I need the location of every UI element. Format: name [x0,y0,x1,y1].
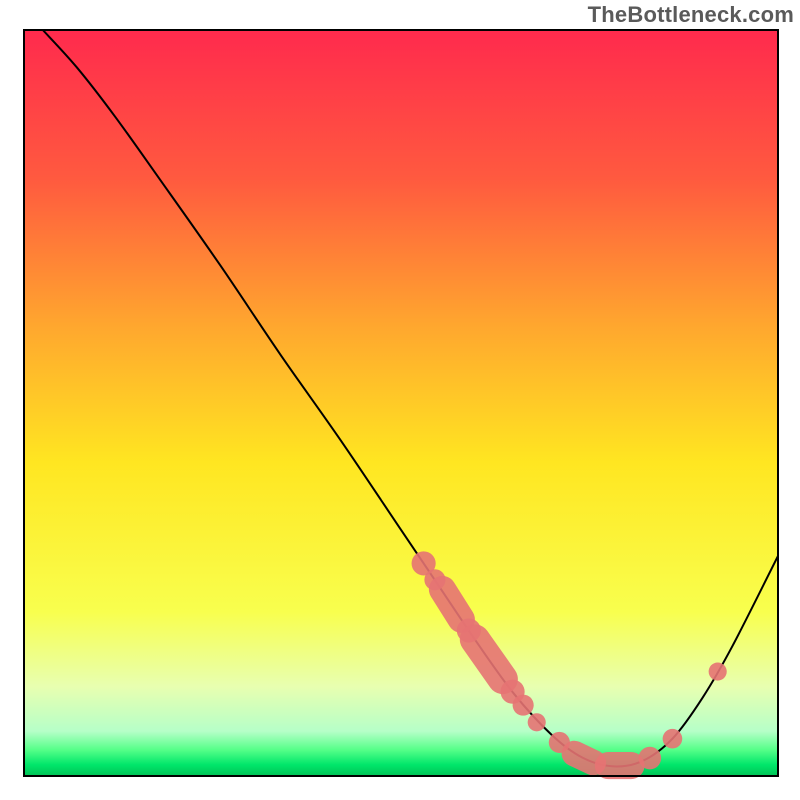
watermark-text: TheBottleneck.com [588,2,794,28]
bottleneck-chart: TheBottleneck.com [0,0,800,800]
marker-capsule [574,754,593,763]
marker-dot [528,713,546,731]
chart-svg [0,0,800,800]
marker-dot [639,747,662,770]
marker-dot [513,695,534,716]
marker-capsule [442,590,461,620]
chart-background [24,30,778,776]
marker-dot [663,729,683,749]
marker-dot [709,663,727,681]
